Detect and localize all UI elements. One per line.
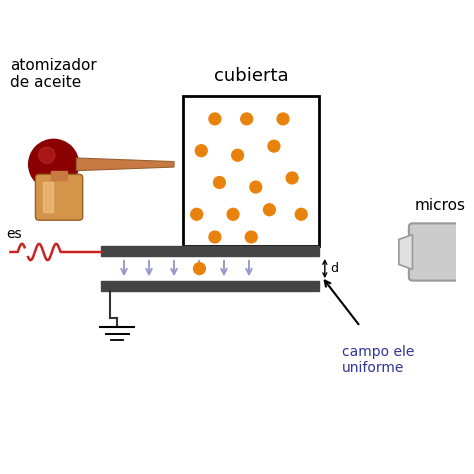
Circle shape (227, 209, 239, 220)
Circle shape (241, 113, 253, 125)
Circle shape (209, 231, 221, 243)
Circle shape (39, 147, 55, 164)
Circle shape (268, 140, 280, 152)
Polygon shape (76, 158, 174, 171)
Circle shape (295, 209, 307, 220)
Circle shape (24, 249, 30, 255)
Bar (101, 281, 319, 291)
Bar (43, 182, 53, 212)
Circle shape (213, 177, 225, 188)
Circle shape (232, 149, 244, 161)
Text: micros: micros (415, 199, 466, 213)
Text: es: es (6, 227, 21, 241)
Circle shape (209, 113, 221, 125)
Circle shape (264, 204, 275, 216)
Polygon shape (399, 235, 412, 270)
Text: d: d (330, 262, 338, 275)
Circle shape (277, 113, 289, 125)
Text: cubierta: cubierta (214, 67, 289, 85)
Text: atomizador
de aceite: atomizador de aceite (10, 57, 97, 90)
Bar (183, 96, 319, 246)
Circle shape (286, 172, 298, 184)
Text: campo ele
uniforme: campo ele uniforme (342, 345, 414, 375)
Circle shape (193, 263, 205, 274)
FancyBboxPatch shape (36, 174, 82, 220)
Bar (51, 171, 67, 180)
Bar (101, 246, 319, 256)
Circle shape (246, 231, 257, 243)
Circle shape (250, 181, 262, 193)
Circle shape (28, 139, 79, 189)
Circle shape (191, 209, 202, 220)
FancyBboxPatch shape (409, 223, 471, 281)
Circle shape (195, 145, 207, 156)
